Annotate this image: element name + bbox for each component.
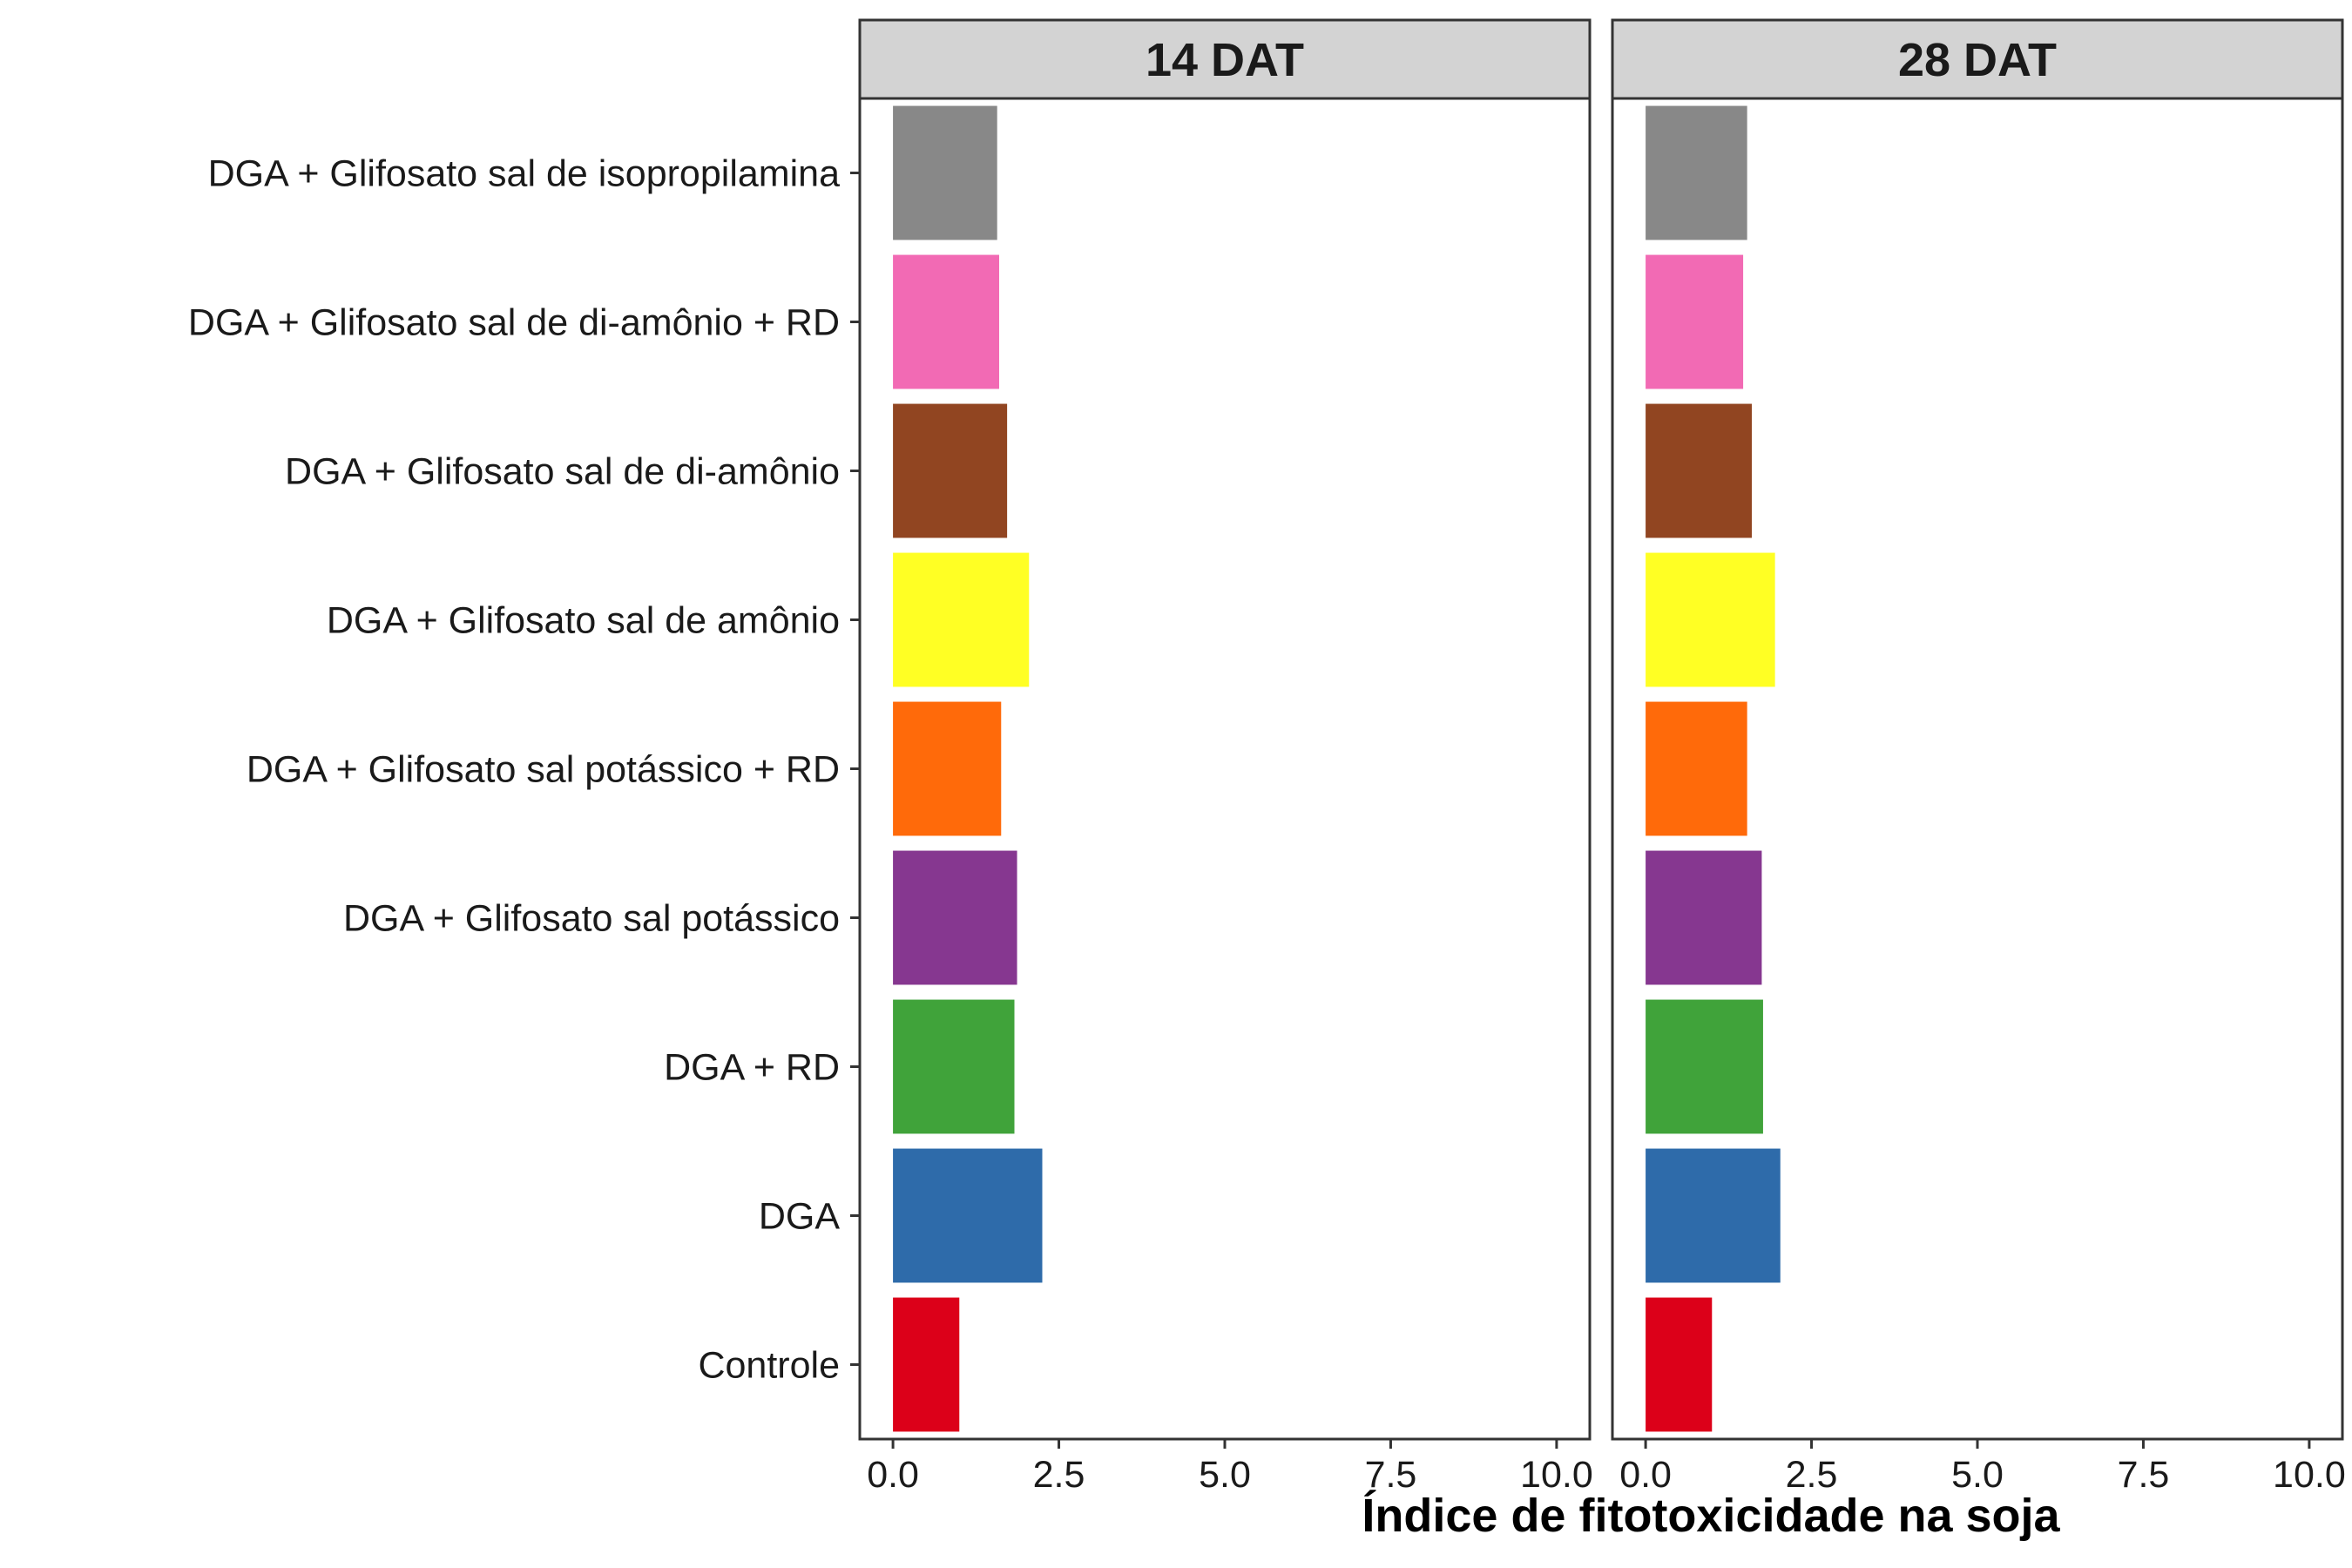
y-tick-label: DGA + Glifosato sal de isopropilamina xyxy=(208,153,840,195)
y-tick-label: DGA + Glifosato sal potássico xyxy=(343,898,840,940)
bar xyxy=(1646,403,1752,538)
bar xyxy=(1646,701,1747,836)
bar xyxy=(1646,105,1747,240)
y-tick-label: DGA xyxy=(759,1196,841,1238)
x-tick-label: 10.0 xyxy=(2273,1454,2346,1496)
panel-1: 14 DAT 0.0 2.5 5.0 7.5 10.0 xyxy=(858,18,1593,1496)
bar xyxy=(1646,999,1763,1134)
bar xyxy=(893,850,1017,985)
bar xyxy=(893,1148,1043,1283)
bar xyxy=(1646,1297,1713,1432)
category-labels: Controle DGA DGA + RD DGA + Glifosato sal p… xyxy=(188,153,860,1387)
facet-title: 28 DAT xyxy=(1898,34,2057,86)
y-tick-label: Controle xyxy=(698,1345,840,1387)
facet-strip xyxy=(858,18,1592,100)
x-tick-label: 5.0 xyxy=(1951,1454,2004,1496)
y-tick-label: DGA + Glifosato sal de amônio xyxy=(327,600,840,642)
x-tick-label: 10.0 xyxy=(1520,1454,1593,1496)
bar xyxy=(1646,254,1744,389)
bar xyxy=(1646,1148,1781,1283)
bar xyxy=(893,105,997,240)
x-tick-label: 7.5 xyxy=(2118,1454,2170,1496)
y-tick-label: DGA + RD xyxy=(664,1047,840,1089)
bar xyxy=(1646,850,1762,985)
bar xyxy=(893,701,1002,836)
x-tick-label: 0.0 xyxy=(867,1454,919,1496)
y-tick-label: DGA + Glifosato sal potássico + RD xyxy=(247,749,840,791)
x-tick-label: 0.0 xyxy=(1619,1454,1672,1496)
facet-title: 14 DAT xyxy=(1146,34,1304,86)
panel-2: 28 DAT 0.0 2.5 5.0 7.5 10.0 xyxy=(1611,18,2346,1496)
bar xyxy=(893,403,1008,538)
x-axis-title: Índice de fitotoxicidade na soja xyxy=(1362,1490,2060,1542)
bar xyxy=(893,254,999,389)
x-tick-label: 7.5 xyxy=(1365,1454,1417,1496)
y-tick-label: DGA + Glifosato sal de di-amônio + RD xyxy=(188,302,840,344)
bar xyxy=(1646,552,1775,687)
facet-strip xyxy=(1611,18,2344,100)
chart-panels: 14 DAT 0.0 2.5 5.0 7.5 10.0 28 DAT 0.0 2.5 5.0 7.5… xyxy=(858,18,2346,1496)
bar xyxy=(893,552,1030,687)
x-tick-label: 2.5 xyxy=(1786,1454,1838,1496)
bar xyxy=(893,1297,960,1432)
x-tick-label: 2.5 xyxy=(1033,1454,1085,1496)
x-tick-label: 5.0 xyxy=(1199,1454,1251,1496)
y-tick-label: DGA + Glifosato sal de di-amônio xyxy=(285,451,840,493)
bar xyxy=(893,999,1015,1134)
